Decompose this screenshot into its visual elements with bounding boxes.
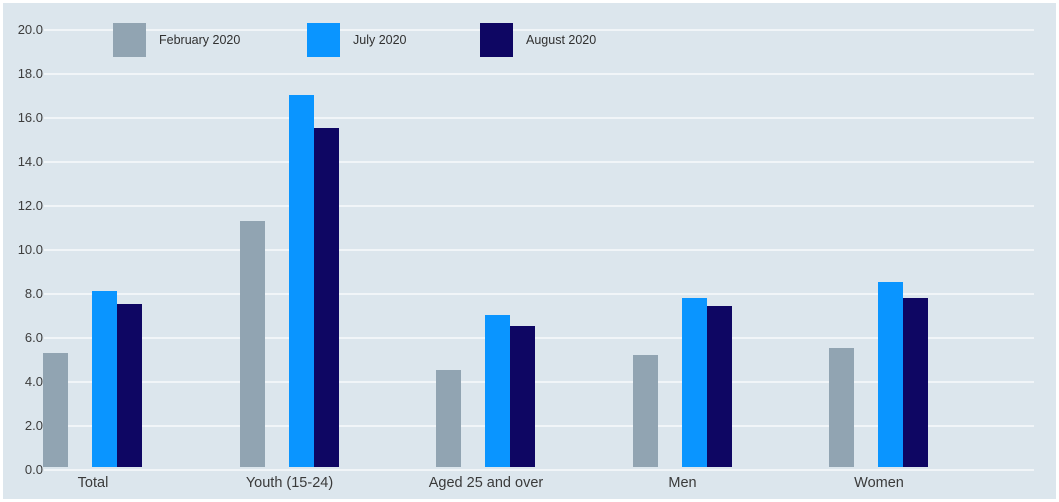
bar-february-2020 xyxy=(239,220,265,467)
x-axis-category-label: Men xyxy=(668,475,697,491)
legend-swatch-icon xyxy=(113,23,146,57)
bar-august-2020 xyxy=(117,304,142,467)
gridline xyxy=(44,73,1034,75)
bar-february-2020 xyxy=(436,370,461,467)
x-axis-category-label: Women xyxy=(854,475,904,491)
x-axis-category-label: Aged 25 and over xyxy=(428,475,544,491)
bar-august-2020 xyxy=(903,297,928,467)
bar-july-2020 xyxy=(485,315,510,467)
bar-february-2020 xyxy=(632,354,658,467)
gridline xyxy=(44,29,1034,31)
gridline xyxy=(44,161,1034,163)
legend-item: August 2020 xyxy=(480,23,596,57)
gridline xyxy=(44,337,1034,339)
y-axis-tick-label: 10.0 xyxy=(17,242,43,257)
gridline xyxy=(44,117,1034,119)
legend-item: February 2020 xyxy=(113,23,240,57)
legend-label: July 2020 xyxy=(353,33,407,47)
bar-february-2020 xyxy=(829,348,854,467)
y-axis-tick-label: 12.0 xyxy=(17,198,43,213)
bar-august-2020 xyxy=(313,128,339,467)
bar-august-2020 xyxy=(510,326,535,467)
gridline xyxy=(44,249,1034,251)
bar-july-2020 xyxy=(681,297,707,467)
gridline xyxy=(44,425,1034,427)
legend-label: August 2020 xyxy=(526,33,597,47)
bar-july-2020 xyxy=(878,282,903,467)
y-axis-tick-label: 4.0 xyxy=(24,374,43,389)
bar-july-2020 xyxy=(92,291,117,467)
y-axis-tick-label: 16.0 xyxy=(17,110,43,125)
gridline xyxy=(44,469,1034,471)
y-axis-tick-label: 6.0 xyxy=(24,330,43,345)
x-axis-category-label: Total xyxy=(77,475,109,491)
y-axis-tick-label: 18.0 xyxy=(17,66,43,81)
bar-february-2020 xyxy=(43,352,68,467)
legend-swatch-icon xyxy=(307,23,340,57)
gridline xyxy=(44,293,1034,295)
y-axis-tick-label: 8.0 xyxy=(24,286,43,301)
y-axis-tick-label: 14.0 xyxy=(17,154,43,169)
gridline xyxy=(44,205,1034,207)
gridline xyxy=(44,381,1034,383)
y-axis-tick-label: 0.0 xyxy=(24,462,43,477)
y-axis-tick-label: 20.0 xyxy=(17,22,43,37)
legend-label: February 2020 xyxy=(159,33,241,47)
legend-swatch-icon xyxy=(480,23,513,57)
y-axis-tick-label: 2.0 xyxy=(24,418,43,433)
bar-august-2020 xyxy=(706,306,732,467)
x-axis-category-label: Youth (15-24) xyxy=(245,475,334,491)
bar-july-2020 xyxy=(288,95,314,467)
legend-item: July 2020 xyxy=(307,23,407,57)
